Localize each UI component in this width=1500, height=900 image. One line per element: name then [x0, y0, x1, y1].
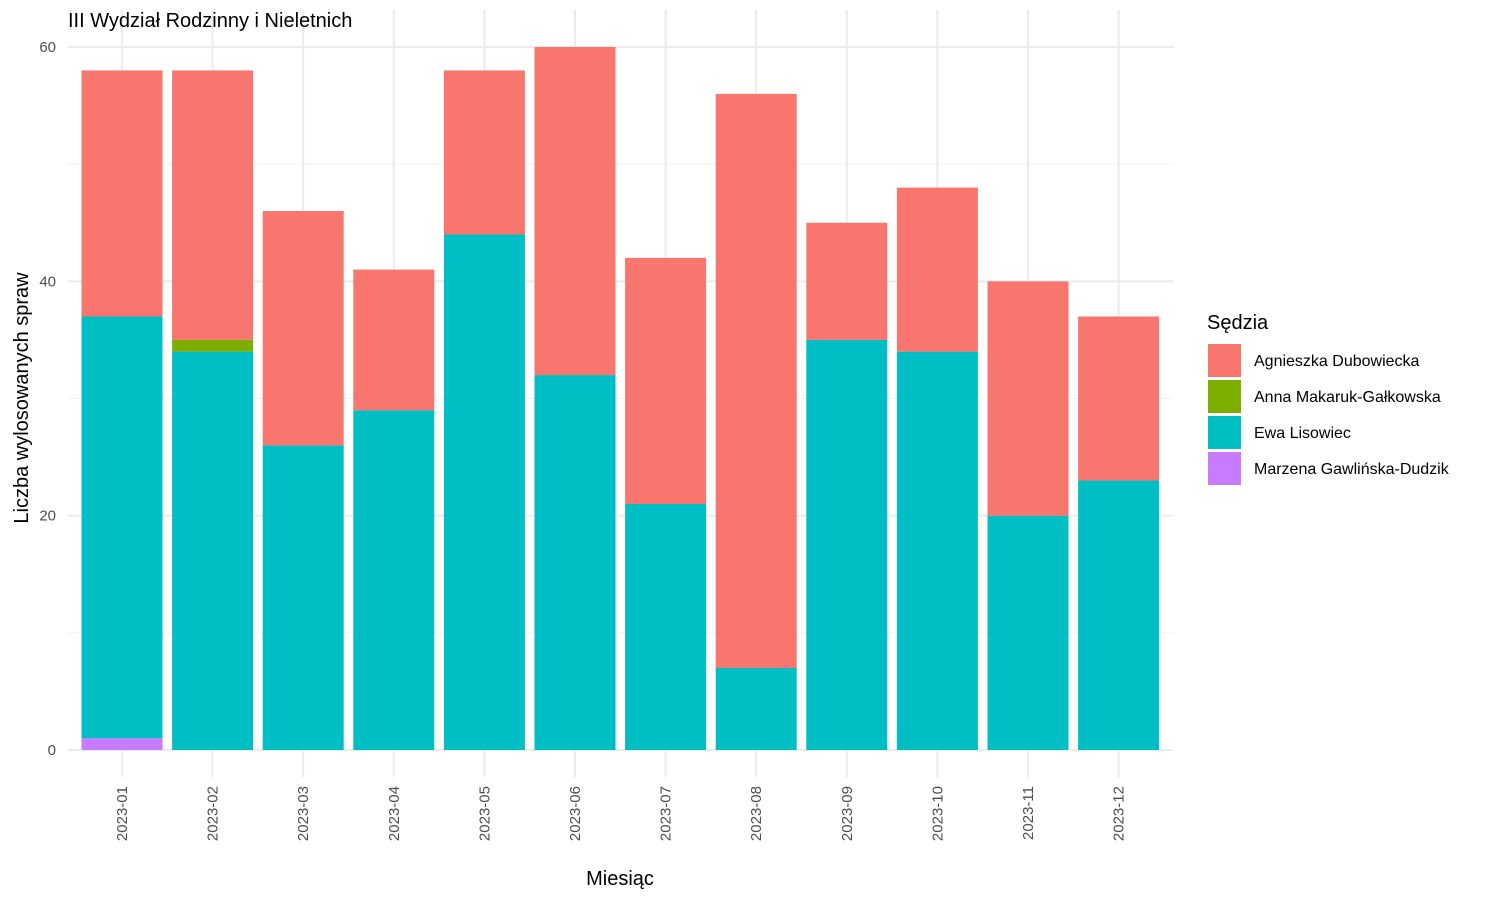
- x-tick-label: 2023-03: [295, 786, 312, 841]
- legend-key: [1208, 416, 1241, 449]
- x-tick-label: 2023-08: [748, 786, 765, 841]
- y-tick-label: 20: [39, 508, 56, 525]
- chart-title: III Wydział Rodzinny i Nieletnich: [68, 10, 352, 32]
- bar-segment: [172, 70, 254, 340]
- bar-segment: [987, 281, 1069, 516]
- bar-segment: [443, 70, 525, 235]
- bar-segment: [896, 187, 978, 352]
- x-tick-label: 2023-05: [476, 786, 493, 841]
- legend-label: Ewa Lisowiec: [1254, 425, 1351, 442]
- legend: Sędzia Agnieszka Dubowiecka Anna Makaruk-…: [1207, 312, 1450, 485]
- bar-segment: [353, 410, 435, 750]
- bar-segment: [715, 667, 797, 750]
- bar-segment: [443, 234, 525, 750]
- x-tick-label: 2023-07: [658, 786, 675, 841]
- axes: 0 20 40 60 2023-01 2023-02 2023-03 2023-04 2023-…: [39, 39, 1127, 841]
- x-tick-label: 2023-10: [929, 786, 946, 841]
- bar-segment: [625, 503, 707, 750]
- bar-segment: [81, 316, 163, 739]
- bar-segment: [1078, 480, 1160, 750]
- y-tick-label: 60: [39, 39, 56, 56]
- bar-segment: [81, 738, 163, 750]
- x-tick-label: 2023-06: [567, 786, 584, 841]
- x-tick-label: 2023-02: [205, 786, 222, 841]
- bar-segment: [987, 515, 1069, 750]
- x-axis-title: Miesiąc: [586, 868, 654, 890]
- bar-segment: [534, 47, 616, 376]
- y-axis-title: Liczba wylosowanych spraw: [11, 272, 33, 524]
- bar-segment: [262, 211, 344, 446]
- bars: [81, 47, 1160, 750]
- legend-label: Anna Makaruk-Gałkowska: [1254, 389, 1441, 406]
- bar-segment: [262, 445, 344, 750]
- x-tick-label: 2023-09: [839, 786, 856, 841]
- bar-segment: [806, 222, 888, 340]
- legend-label: Marzena Gawlińska-Dudzik: [1254, 461, 1450, 478]
- bar-segment: [1078, 316, 1160, 481]
- y-tick-label: 40: [39, 273, 56, 290]
- legend-title: Sędzia: [1207, 312, 1269, 334]
- legend-key: [1208, 452, 1241, 485]
- bar-segment: [172, 351, 254, 750]
- y-tick-label: 0: [48, 742, 56, 759]
- bar-segment: [625, 257, 707, 504]
- x-tick-label: 2023-01: [114, 786, 131, 841]
- bar-segment: [806, 339, 888, 750]
- legend-key: [1208, 380, 1241, 413]
- bar-segment: [353, 269, 435, 411]
- x-tick-label: 2023-11: [1020, 786, 1037, 840]
- bar-segment: [896, 351, 978, 750]
- x-tick-label: 2023-12: [1111, 786, 1128, 841]
- bar-segment: [81, 70, 163, 317]
- x-tick-label: 2023-04: [386, 786, 403, 841]
- legend-label: Agnieszka Dubowiecka: [1254, 353, 1420, 370]
- bar-segment: [172, 339, 254, 352]
- bar-segment: [534, 375, 616, 750]
- legend-key: [1208, 344, 1241, 377]
- bar-segment: [715, 93, 797, 668]
